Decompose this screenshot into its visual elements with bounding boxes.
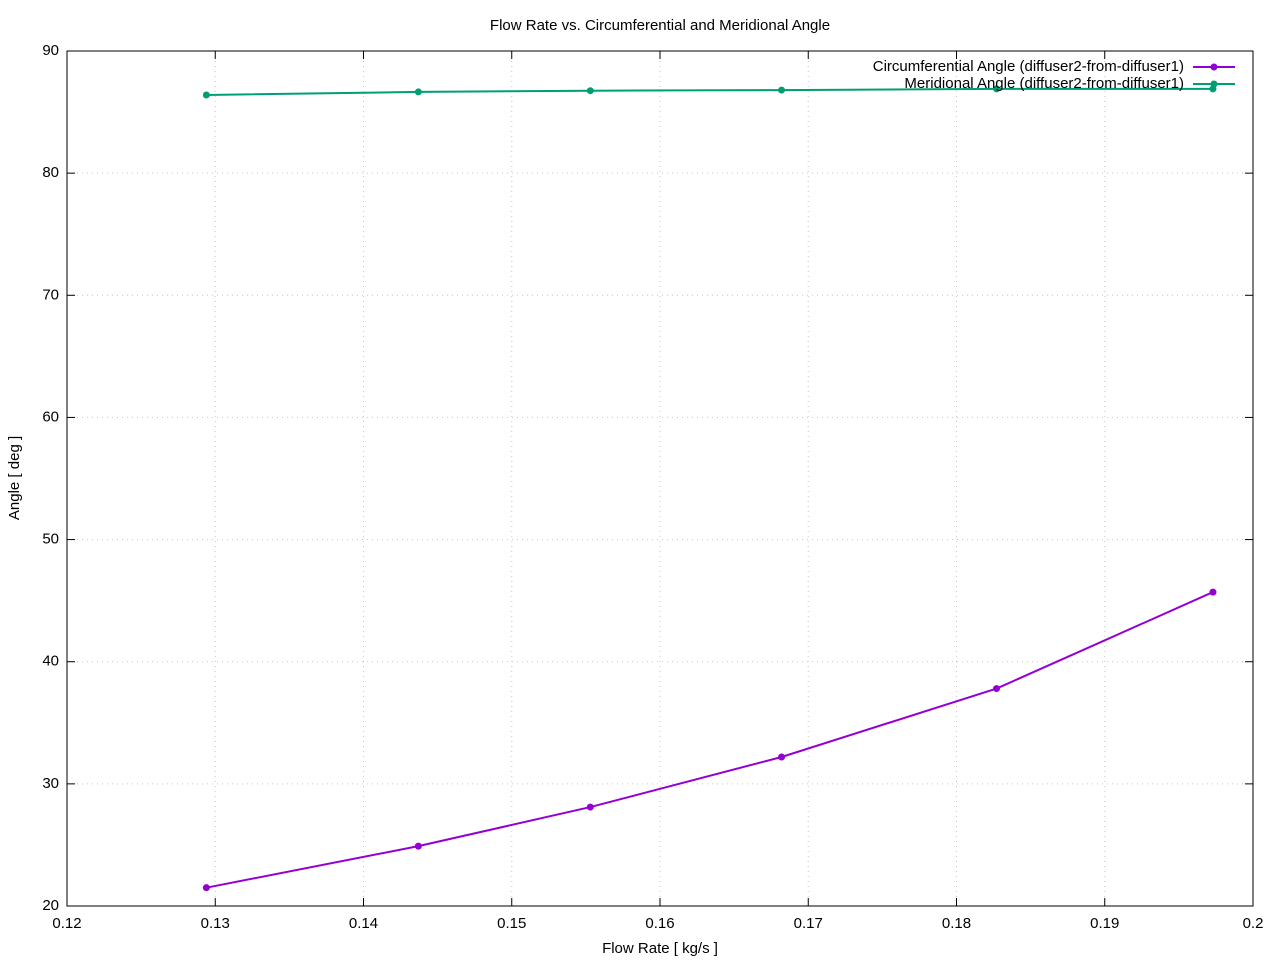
data-point <box>778 753 786 761</box>
legend-marker <box>1210 80 1218 88</box>
data-point <box>993 85 1001 93</box>
data-point <box>1209 588 1217 596</box>
legend-label: Circumferential Angle (diffuser2-from-di… <box>873 58 1184 75</box>
data-point <box>202 91 210 99</box>
x-tick-label: 0.14 <box>349 915 378 932</box>
data-point <box>414 842 422 850</box>
data-point <box>414 88 422 96</box>
x-axis-label: Flow Rate [ kg/s ] <box>602 940 718 957</box>
legend-marker <box>1210 63 1218 71</box>
x-tick-label: 0.18 <box>942 915 971 932</box>
y-axis-label: Angle [ deg ] <box>6 436 23 520</box>
y-tick-label: 30 <box>42 775 59 792</box>
data-point <box>778 86 786 94</box>
data-point <box>586 803 594 811</box>
series-line <box>206 87 1213 96</box>
x-tick-label: 0.12 <box>52 915 81 932</box>
y-tick-label: 70 <box>42 286 59 303</box>
x-tick-label: 0.13 <box>201 915 230 932</box>
data-point <box>202 884 210 892</box>
chart-title: Flow Rate vs. Circumferential and Meridi… <box>490 17 830 34</box>
y-tick-label: 40 <box>42 653 59 670</box>
data-point <box>586 87 594 95</box>
x-tick-label: 0.19 <box>1090 915 1119 932</box>
series-line <box>206 591 1214 889</box>
y-tick-label: 90 <box>42 42 59 59</box>
data-point <box>993 685 1001 693</box>
y-tick-label: 20 <box>42 897 59 914</box>
plot-border <box>66 50 1254 907</box>
y-tick-label: 60 <box>42 408 59 425</box>
x-tick-label: 0.15 <box>497 915 526 932</box>
legend-label: Meridional Angle (diffuser2-from-diffuse… <box>904 75 1184 92</box>
y-tick-label: 50 <box>42 531 59 548</box>
y-tick-label: 80 <box>42 164 59 181</box>
x-tick-label: 0.16 <box>645 915 674 932</box>
x-tick-label: 0.2 <box>1243 915 1264 932</box>
x-tick-label: 0.17 <box>794 915 823 932</box>
